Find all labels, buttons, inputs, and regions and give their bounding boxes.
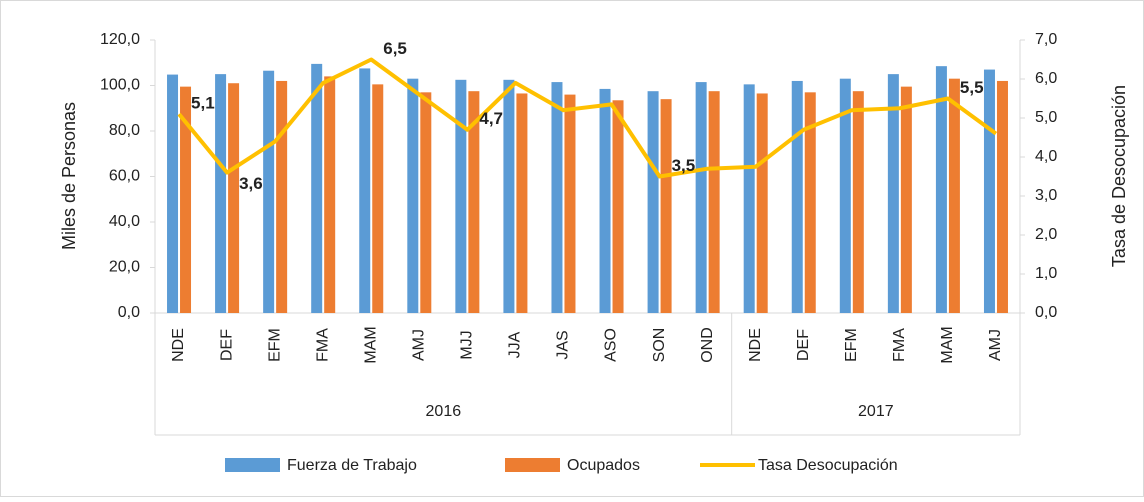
bar [599, 88, 611, 313]
y-tick-label: 80,0 [109, 122, 140, 139]
x-tick-label: JAS [555, 330, 572, 359]
bar [516, 93, 528, 314]
y2-tick-label: 1,0 [1035, 265, 1057, 282]
y-tick-label: 60,0 [109, 168, 140, 185]
bar [420, 92, 432, 313]
bar [551, 82, 563, 314]
y2-tick-label: 6,0 [1035, 70, 1057, 87]
x-tick-label: MJJ [459, 330, 476, 359]
data-label: 5,1 [191, 94, 215, 113]
bar [804, 92, 816, 313]
bar [503, 79, 515, 313]
bar [468, 91, 480, 313]
x-tick-label: NDE [170, 328, 187, 362]
x-tick-label: DEF [218, 329, 235, 361]
bar [276, 80, 288, 313]
bar [791, 80, 803, 313]
bar [372, 84, 384, 313]
bar [948, 78, 960, 313]
group-label: 2017 [858, 403, 894, 420]
bar [996, 80, 1008, 313]
bar [215, 74, 227, 313]
bar [311, 63, 323, 314]
bar [695, 82, 707, 314]
bar [852, 91, 864, 313]
y2-tick-label: 0,0 [1035, 304, 1057, 321]
data-label: 4,7 [479, 109, 503, 128]
bar [900, 86, 912, 313]
bar [359, 68, 371, 313]
bar [983, 69, 995, 313]
data-label: 6,5 [383, 39, 407, 58]
bar [935, 66, 947, 313]
x-tick-label: EFM [843, 328, 860, 362]
bar [839, 78, 851, 313]
bar [647, 91, 659, 313]
y-axis-title: Miles de Personas [59, 102, 79, 250]
legend-label: Ocupados [567, 457, 640, 474]
y-tick-label: 0,0 [118, 304, 140, 321]
x-tick-label: AMJ [987, 329, 1004, 361]
bar [263, 70, 275, 314]
legend-swatch [505, 458, 560, 472]
data-label: 5,5 [960, 78, 984, 97]
y-tick-label: 40,0 [109, 213, 140, 230]
bar [228, 83, 240, 313]
bar [407, 78, 419, 313]
x-tick-label: MAM [362, 326, 379, 363]
y-tick-label: 20,0 [109, 259, 140, 276]
x-tick-label: FMA [891, 328, 908, 362]
x-tick-label: FMA [314, 328, 331, 362]
x-tick-label: SON [651, 328, 668, 363]
x-tick-label: NDE [747, 328, 764, 362]
bar [324, 76, 336, 314]
bar [455, 79, 467, 313]
group-label: 2016 [426, 403, 462, 420]
y2-tick-label: 5,0 [1035, 109, 1057, 126]
bar [756, 93, 768, 314]
y2-tick-label: 2,0 [1035, 226, 1057, 243]
bar [887, 74, 899, 313]
y-tick-label: 120,0 [100, 31, 140, 48]
y-tick-label: 100,0 [100, 77, 140, 94]
x-tick-label: AMJ [411, 329, 428, 361]
legend-swatch [225, 458, 280, 472]
bar [743, 84, 755, 313]
y2-tick-label: 4,0 [1035, 148, 1057, 165]
data-label: 3,6 [239, 174, 263, 193]
bar [564, 94, 576, 313]
legend-label: Tasa Desocupación [758, 457, 898, 474]
data-label: 3,5 [672, 156, 696, 175]
bar [612, 100, 624, 313]
y2-axis-title: Tasa de Desocupación [1109, 85, 1129, 267]
legend-label: Fuerza de Trabajo [287, 457, 417, 474]
x-tick-label: EFM [266, 328, 283, 362]
y2-tick-label: 7,0 [1035, 31, 1057, 48]
x-tick-label: DEF [795, 329, 812, 361]
x-tick-label: OND [699, 327, 716, 363]
line [177, 57, 998, 179]
x-tick-label: ASO [603, 328, 620, 362]
bar [180, 86, 192, 313]
y2-tick-label: 3,0 [1035, 187, 1057, 204]
bar [708, 91, 720, 313]
x-tick-label: JJA [507, 331, 524, 358]
x-tick-label: MAM [939, 326, 956, 363]
bar [167, 74, 179, 313]
bar [660, 99, 672, 314]
